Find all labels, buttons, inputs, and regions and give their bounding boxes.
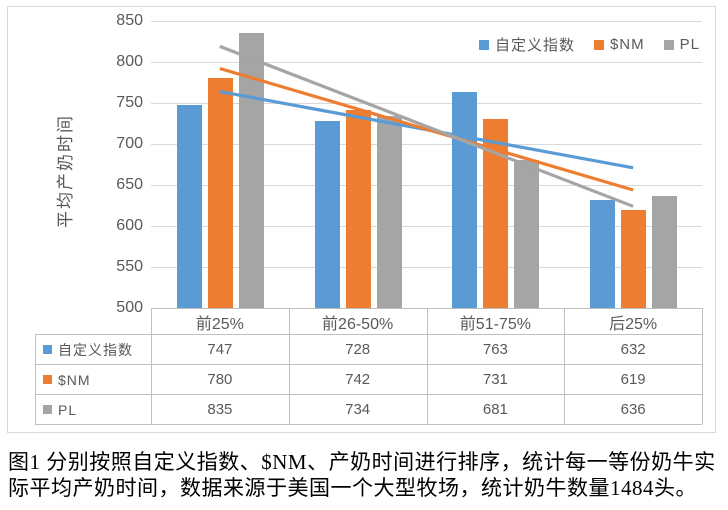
- gridline: [151, 21, 702, 22]
- gridline: [151, 267, 702, 268]
- bar: [207, 78, 233, 308]
- category-header-cell: 前51-75%: [459, 315, 531, 333]
- table-row-label: PL: [36, 395, 151, 424]
- legend-swatch-icon: [663, 39, 674, 50]
- series-name: PL: [58, 401, 78, 418]
- table-value-cell: 747: [207, 341, 233, 358]
- bar: [652, 196, 678, 308]
- category-header-cell: 后25%: [609, 315, 658, 333]
- bar: [621, 210, 647, 308]
- trendline: [219, 44, 634, 208]
- table-value-cell: 731: [482, 371, 508, 388]
- bar: [176, 105, 202, 308]
- bar: [376, 116, 402, 308]
- bar: [238, 33, 264, 308]
- bar: [590, 199, 616, 308]
- category-header-cell: 前25%: [195, 315, 244, 333]
- table-border: [151, 308, 152, 424]
- y-axis-tick-label: 600: [116, 217, 143, 234]
- table-border: [702, 308, 703, 424]
- figure-caption: 图1 分别按照自定义指数、$NM、产奶时间进行排序，统计每一等份奶牛实 际平均产…: [8, 449, 720, 501]
- table-value-cell: 728: [345, 341, 371, 358]
- bar: [483, 118, 509, 308]
- series-swatch-icon: [43, 345, 52, 354]
- legend: 自定义指数 $NM PL: [478, 34, 700, 55]
- table-border: [426, 308, 428, 424]
- table-border: [35, 364, 702, 365]
- caption-line-1: 图1 分别按照自定义指数、$NM、产奶时间进行排序，统计每一等份奶牛实: [8, 450, 716, 474]
- gridline: [151, 185, 702, 186]
- legend-swatch-icon: [478, 39, 489, 50]
- y-axis-tick-label: 700: [116, 135, 143, 152]
- y-axis-tick-label: 750: [116, 94, 143, 111]
- y-axis-title: 平均产奶时间: [56, 114, 75, 228]
- series-name: 自定义指数: [58, 341, 133, 358]
- series-swatch-icon: [43, 405, 52, 414]
- table-border: [35, 334, 702, 335]
- table-value-cell: 742: [345, 371, 371, 388]
- trendline: [219, 66, 634, 192]
- table-row-label: $NM: [36, 365, 151, 394]
- table-border: [35, 394, 702, 395]
- y-axis-tick-label: 850: [116, 12, 143, 29]
- gridline: [151, 103, 702, 104]
- table-border: [564, 308, 566, 424]
- table-value-cell: 619: [620, 371, 646, 388]
- y-axis-tick-label: 650: [116, 176, 143, 193]
- table-value-cell: 835: [207, 401, 233, 418]
- table-row-label: 自定义指数: [36, 335, 151, 364]
- y-axis-tick-label: 500: [116, 299, 143, 316]
- gridline: [151, 226, 702, 227]
- caption-line-2: 际平均产奶时间，数据来源于美国一个大型牧场，统计奶牛数量1484头。: [8, 476, 697, 500]
- series-name: $NM: [58, 371, 91, 388]
- table-value-cell: 681: [482, 401, 508, 418]
- bar: [514, 159, 540, 308]
- category-header-cell: 前26-50%: [322, 315, 394, 333]
- bar: [314, 121, 340, 308]
- legend-label: $NM: [609, 36, 645, 53]
- legend-item: $NM: [593, 36, 645, 53]
- chart-area[interactable]: 平均产奶时间 500 550 600 650 700 750 800 850 自定义指数 $NM…: [7, 6, 716, 433]
- table-value-cell: 734: [345, 401, 371, 418]
- y-axis-tick-label: 800: [116, 53, 143, 70]
- y-axis-tick-label: 550: [116, 258, 143, 275]
- series-swatch-icon: [43, 375, 52, 384]
- legend-label: PL: [679, 36, 700, 53]
- legend-item: 自定义指数: [478, 34, 575, 55]
- gridline: [151, 62, 702, 63]
- table-border: [35, 424, 702, 425]
- legend-label: 自定义指数: [494, 37, 575, 54]
- legend-swatch-icon: [593, 39, 604, 50]
- table-value-cell: 763: [482, 341, 508, 358]
- table-border: [35, 334, 36, 424]
- table-value-cell: 780: [207, 371, 233, 388]
- gridline: [151, 144, 702, 145]
- table-border: [288, 308, 290, 424]
- bar: [345, 109, 371, 308]
- table-value-cell: 636: [620, 401, 646, 418]
- legend-item: PL: [663, 36, 700, 53]
- table-value-cell: 632: [620, 341, 646, 358]
- bar: [452, 92, 478, 308]
